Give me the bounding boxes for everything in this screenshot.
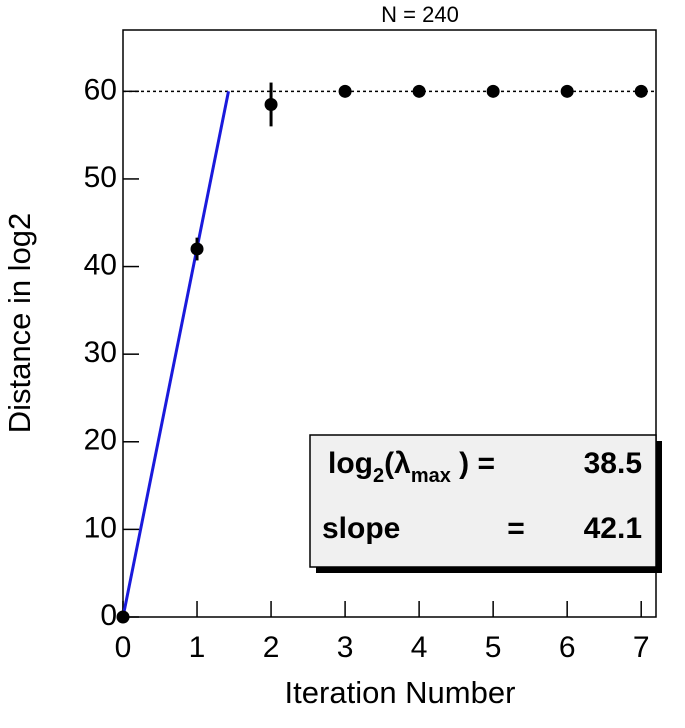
stats-slope-eq: = [507, 512, 525, 545]
x-tick-label: 7 [633, 631, 650, 664]
y-tick-label: 50 [84, 161, 117, 194]
x-tick-label: 3 [337, 631, 354, 664]
y-tick-label: 10 [84, 511, 117, 544]
stats-label-part: (λ [384, 447, 411, 480]
stats-label-part: ) = [451, 447, 495, 480]
fit-line [121, 91, 230, 618]
y-tick-label: 0 [100, 599, 117, 632]
x-tick-label: 2 [263, 631, 280, 664]
data-point [412, 84, 426, 98]
plot-frame [122, 29, 657, 618]
x-tick-label: 4 [411, 631, 428, 664]
x-axis-label: Iteration Number [285, 675, 516, 710]
y-tick-label: 60 [84, 73, 117, 106]
stats-slope-label: slope [322, 512, 400, 545]
x-tick-label: 6 [559, 631, 576, 664]
stats-slope-value: 42.1 [584, 512, 642, 545]
x-tick-label: 0 [115, 631, 132, 664]
data-point [634, 84, 648, 98]
data-point [486, 84, 500, 98]
y-axis-label: Distance in log2 [2, 213, 37, 434]
data-point [338, 84, 352, 98]
data-point [264, 97, 278, 111]
stats-label-part: 2 [373, 465, 384, 487]
y-tick-label: 30 [84, 336, 117, 369]
stats-label-part: max [411, 465, 451, 487]
x-tick-label: 1 [189, 631, 206, 664]
data-point [116, 610, 130, 624]
stats-box [309, 434, 657, 568]
data-point [190, 242, 204, 256]
data-point [560, 84, 574, 98]
x-tick-label: 5 [485, 631, 502, 664]
stats-lambda-value: 38.5 [584, 447, 642, 480]
chart-title: N = 240 [381, 2, 459, 27]
stats-lambda-label: log2(λmax ) = [328, 447, 495, 487]
y-tick-label: 20 [84, 424, 117, 457]
y-tick-label: 40 [84, 248, 117, 281]
stats-label-part: log [328, 447, 373, 480]
